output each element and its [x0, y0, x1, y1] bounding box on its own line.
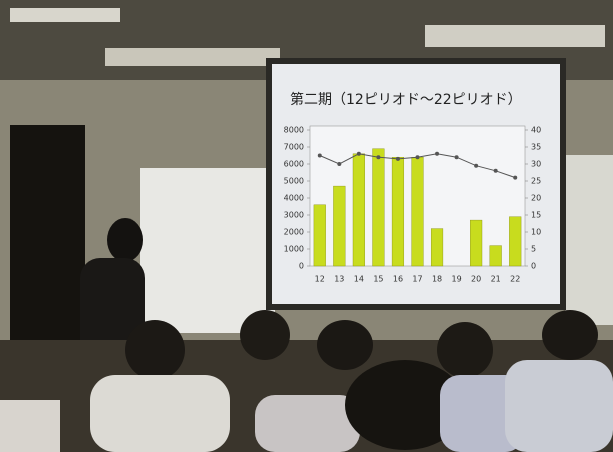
bar — [431, 229, 443, 266]
bar — [333, 186, 345, 266]
audience-head — [240, 310, 290, 360]
y-tick-label: 7000 — [284, 143, 304, 152]
bar — [392, 157, 404, 266]
whiteboard — [140, 168, 275, 333]
bar — [373, 149, 385, 266]
line-marker — [494, 169, 498, 173]
bar — [314, 205, 326, 266]
x-tick-label: 17 — [412, 275, 422, 284]
audience-body — [0, 400, 60, 452]
x-tick-label: 14 — [354, 275, 364, 284]
y-tick-label: 8000 — [284, 126, 304, 135]
y2-tick-label: 35 — [531, 143, 541, 152]
bar — [490, 246, 502, 266]
x-tick-label: 18 — [432, 275, 442, 284]
x-tick-label: 19 — [451, 275, 461, 284]
y2-tick-label: 40 — [531, 126, 541, 135]
line-marker — [474, 164, 478, 168]
y2-tick-label: 5 — [531, 245, 536, 254]
audience-head — [317, 320, 373, 370]
y2-tick-label: 15 — [531, 211, 541, 220]
bar — [509, 217, 521, 266]
ceiling-light — [425, 25, 605, 47]
line-marker — [396, 157, 400, 161]
y-tick-label: 0 — [299, 262, 304, 271]
bar — [470, 220, 482, 266]
ceiling-light — [10, 8, 120, 22]
y-tick-label: 3000 — [284, 211, 304, 220]
x-tick-label: 21 — [491, 275, 501, 284]
line-marker — [513, 176, 517, 180]
x-tick-label: 12 — [315, 275, 325, 284]
y2-tick-label: 0 — [531, 262, 536, 271]
line-marker — [357, 152, 361, 156]
x-tick-label: 13 — [334, 275, 344, 284]
audience-head — [437, 322, 493, 378]
y-tick-label: 1000 — [284, 245, 304, 254]
audience-head — [542, 310, 598, 360]
x-tick-label: 15 — [373, 275, 383, 284]
line-marker — [376, 155, 380, 159]
y2-tick-label: 30 — [531, 160, 541, 169]
chart-title: 第二期（12ピリオド～22ピリオド） — [290, 91, 522, 108]
y-tick-label: 6000 — [284, 160, 304, 169]
line-marker — [318, 154, 322, 158]
audience-body — [505, 360, 613, 452]
audience-head — [125, 320, 185, 380]
bar — [353, 154, 365, 266]
x-tick-label: 20 — [471, 275, 481, 284]
line-marker — [416, 155, 420, 159]
y2-tick-label: 25 — [531, 177, 541, 186]
y2-tick-label: 10 — [531, 228, 541, 237]
line-marker — [455, 155, 459, 159]
y-tick-label: 4000 — [284, 194, 304, 203]
y-tick-label: 5000 — [284, 177, 304, 186]
presenter-head — [107, 218, 143, 262]
y-tick-label: 2000 — [284, 228, 304, 237]
y2-tick-label: 20 — [531, 194, 541, 203]
bar — [412, 157, 424, 266]
x-tick-label: 16 — [393, 275, 403, 284]
scene: 第二期（12ピリオド～22ピリオド） 0 1000 2000 3000 4000 5000… — [0, 0, 613, 452]
curtain — [10, 125, 85, 365]
whiteboard — [565, 155, 613, 325]
audience-body — [90, 375, 230, 452]
line-marker — [435, 152, 439, 156]
line-marker — [337, 162, 341, 166]
ceiling-light — [105, 48, 280, 66]
x-tick-label: 22 — [510, 275, 520, 284]
audience-body — [255, 395, 360, 452]
